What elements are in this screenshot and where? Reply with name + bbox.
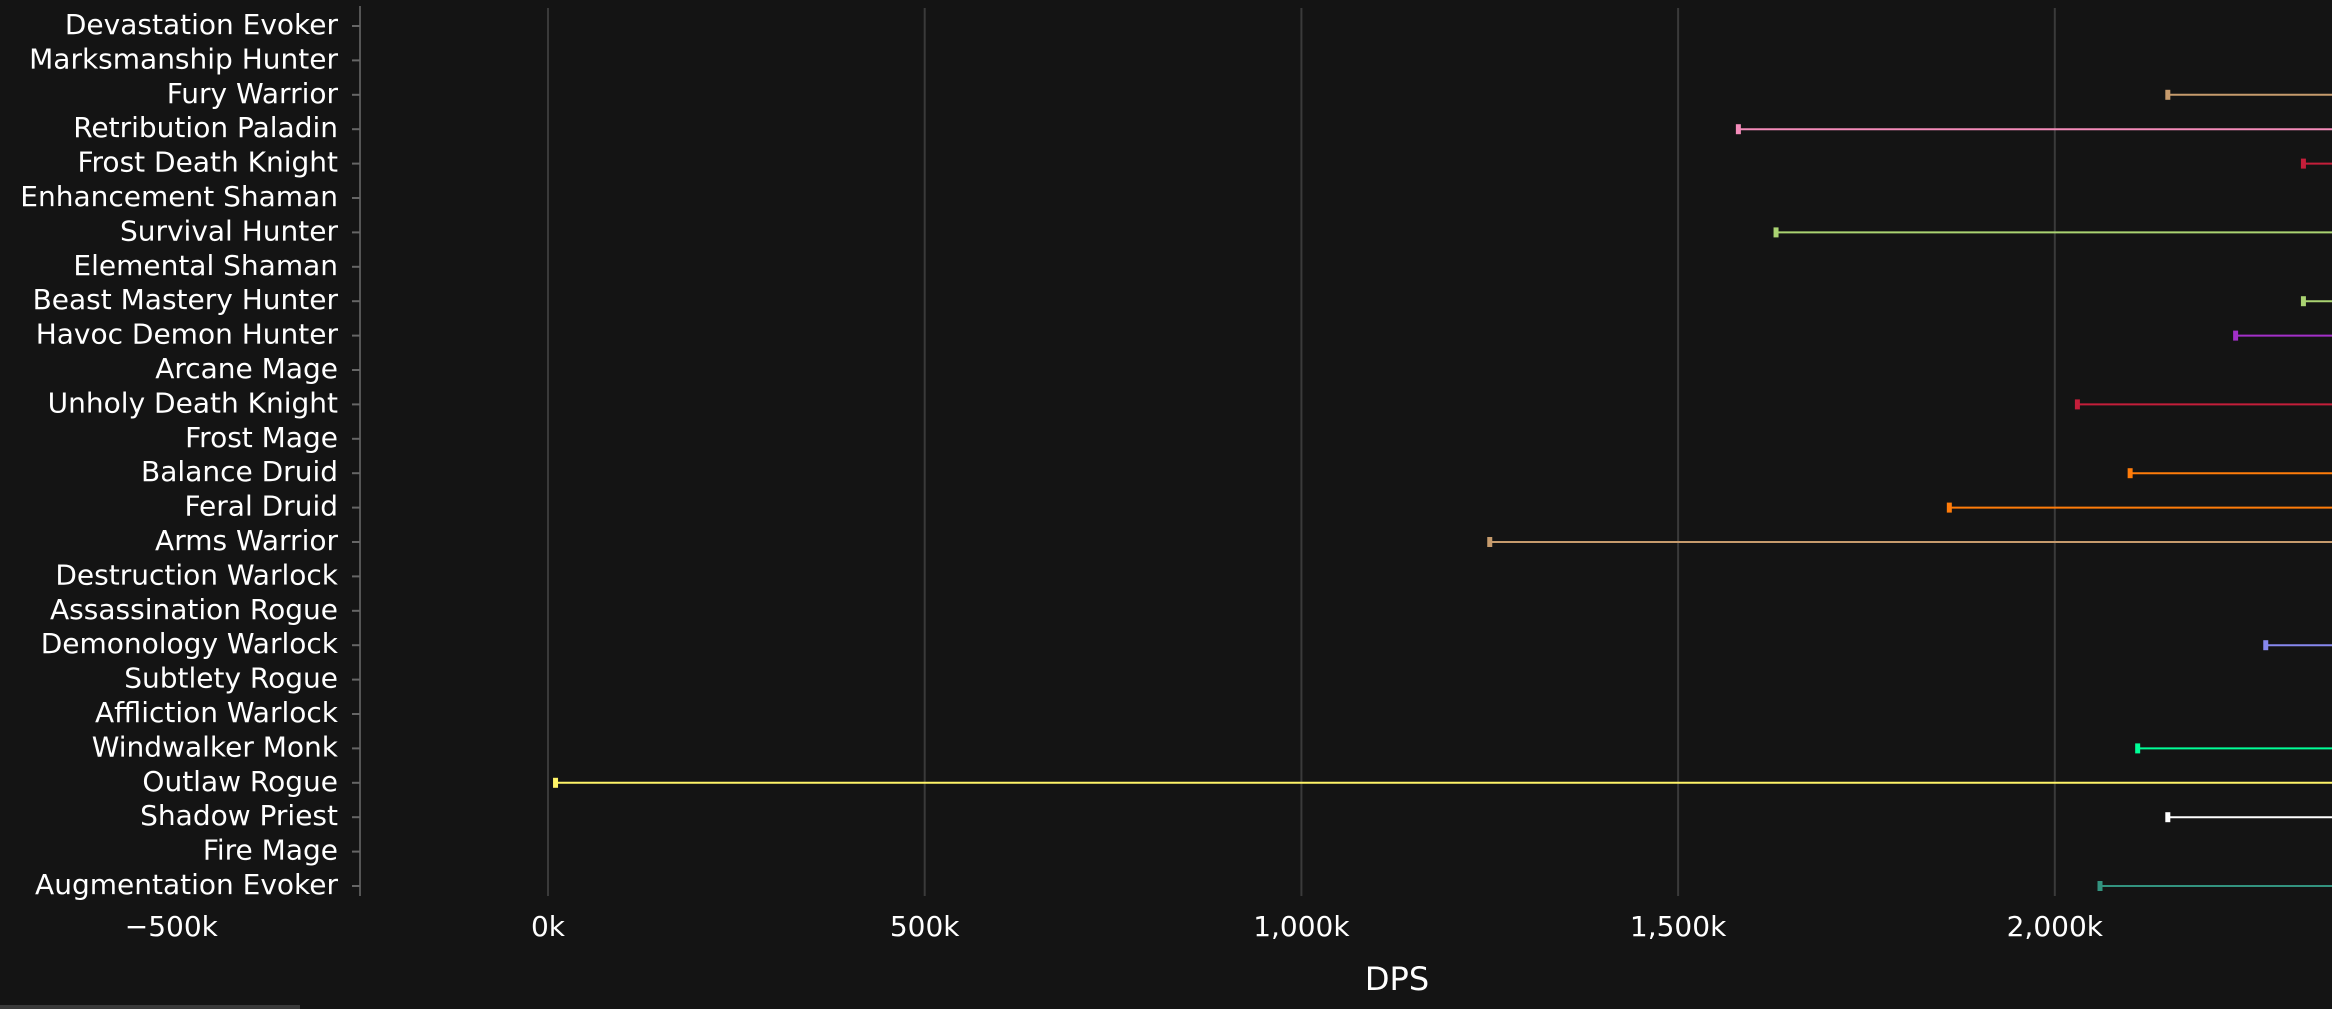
category-label: Shadow Priest [140,799,338,832]
category-label: Retribution Paladin [73,111,338,144]
x-tick-label: 1,000k [1253,910,1350,943]
whisker-min-cap [1487,537,1493,547]
category-label: Fury Warrior [167,77,339,110]
whisker-min-cap [2165,812,2171,823]
box-plot-row [2074,399,2332,410]
category-label: Frost Mage [185,421,338,454]
category-label: Havoc Demon Hunter [36,318,339,351]
x-axis-title: DPS [1365,960,1429,998]
category-label: Survival Hunter [120,214,339,247]
x-tick-label: 0k [531,910,566,943]
category-label: Destruction Warlock [55,558,338,591]
x-tick-label: −500k [125,910,219,943]
x-axis-tick-labels: −500k0k500k1,000k1,500k2,000k2,500k3,000… [125,910,2104,943]
box-plot-row [2233,330,2332,341]
whisker-min-cap [2074,399,2080,410]
x-tick-label: 500k [890,910,960,943]
vertical-gridlines [547,8,2056,896]
box-plot-row [1773,227,2332,238]
category-label: Fire Mage [203,834,338,867]
box-plot-row [553,777,2332,788]
whisker-min-cap [2127,468,2133,479]
y-axis-ticks [352,25,360,887]
category-label: Assassination Rogue [50,593,338,626]
category-label: Subtlety Rogue [124,662,338,695]
category-label: Marksmanship Hunter [29,42,338,75]
category-label: Arcane Mage [155,352,338,385]
box-plot-row [1946,502,2332,513]
category-label: Beast Mastery Hunter [33,283,339,316]
box-plot-row [2127,468,2332,479]
category-label: Outlaw Rogue [142,765,338,798]
whisker-min-cap [2263,640,2269,651]
whisker-min-cap [2135,743,2141,754]
category-label: Unholy Death Knight [48,386,338,419]
x-tick-label: 2,000k [2007,910,2104,943]
category-label: Windwalker Monk [92,730,339,763]
category-label: Enhancement Shaman [20,180,338,213]
whisker-min-cap [553,777,559,788]
whisker-min-cap [1946,502,1952,513]
whisker-min-cap [2165,89,2171,100]
category-label: Affliction Warlock [95,696,339,729]
box-plot-row [2300,296,2332,307]
box-plot-row [1735,124,2332,135]
category-label: Frost Death Knight [77,146,338,179]
box-plot-row [2135,743,2332,754]
box-plot-row [2300,158,2332,169]
whisker-min-cap [1773,227,1779,238]
box-plot-row [2165,89,2332,100]
box-plot-row [1487,537,2332,547]
whisker-min-cap [1735,124,1741,135]
whisker-min-cap [2233,330,2239,341]
category-label: Elemental Shaman [73,249,338,282]
category-label: Arms Warrior [155,524,338,557]
box-plot-row [2097,881,2332,891]
category-label: Devastation Evoker [65,8,339,41]
category-label: Augmentation Evoker [35,868,338,901]
horizontal-scrollbar[interactable] [0,1005,300,1009]
category-label: Demonology Warlock [41,627,339,660]
box-plot-row [2263,640,2332,651]
whisker-min-cap [2300,158,2306,169]
box-plot-marks [553,89,2332,891]
x-tick-label: 1,500k [1630,910,1727,943]
whisker-min-cap [2300,296,2306,307]
whisker-min-cap [2097,881,2103,891]
box-plot-row [2165,812,2332,823]
category-label: Feral Druid [184,490,338,523]
category-label: Balance Druid [141,455,338,488]
